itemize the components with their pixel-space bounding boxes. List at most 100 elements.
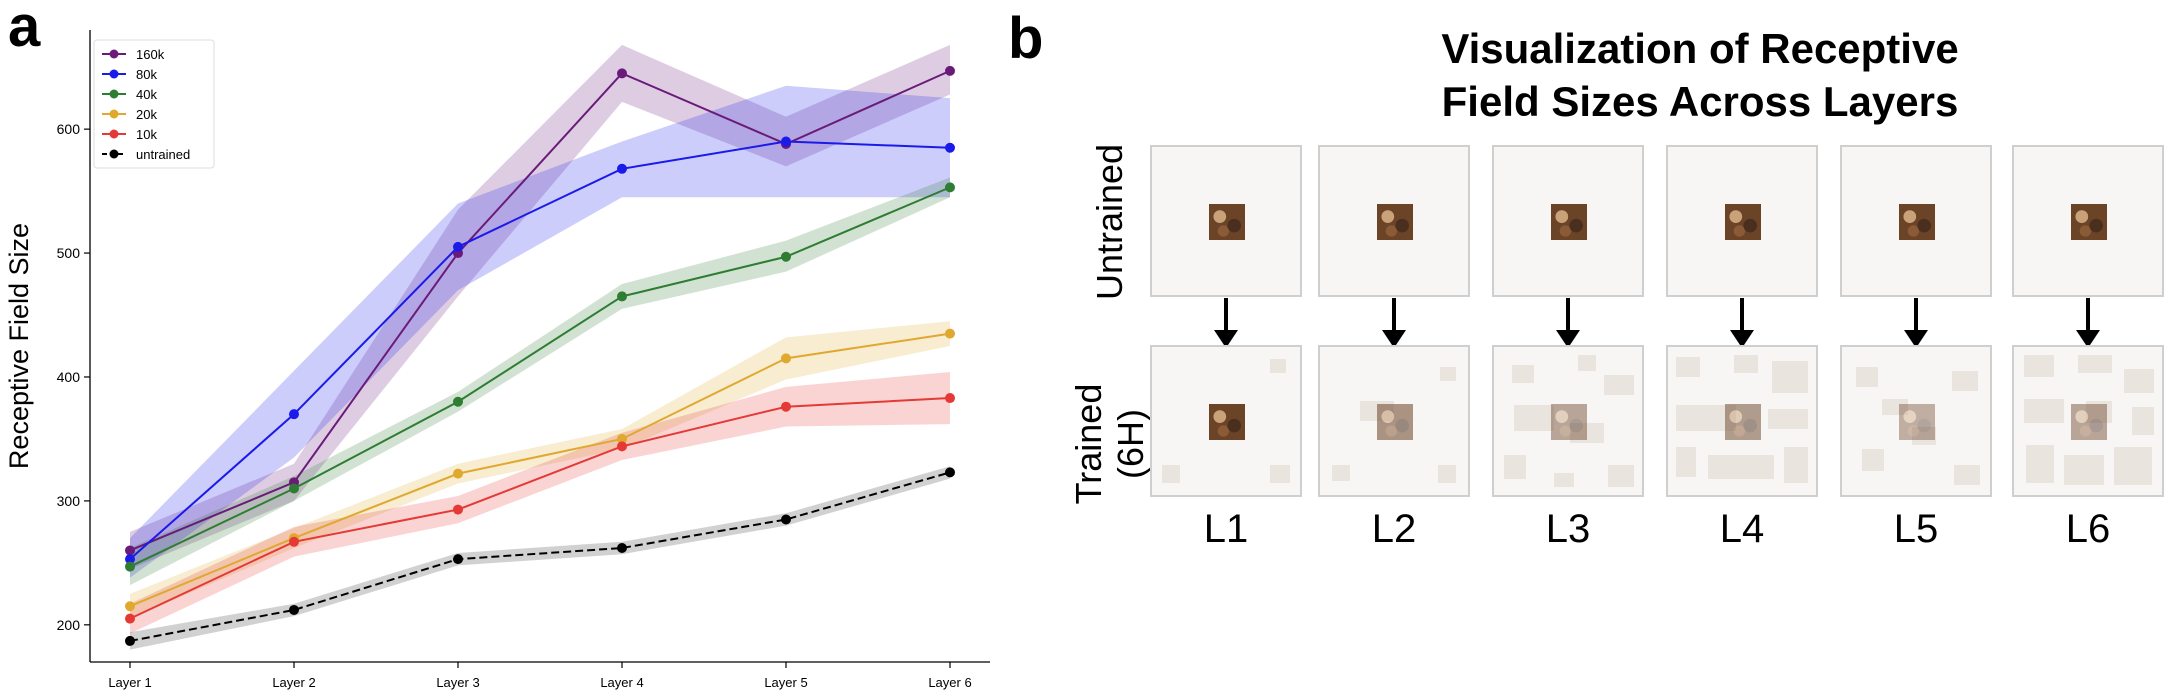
y-tick-label: 500 bbox=[57, 245, 81, 261]
panel-label-b: b bbox=[1008, 6, 1044, 71]
data-point-untrained bbox=[125, 635, 135, 646]
visualization-title-line1: Visualization of Receptive bbox=[1441, 25, 1959, 72]
row-label-trained-line2: (6H) bbox=[1110, 409, 1151, 479]
ghost-patch bbox=[1512, 365, 1534, 383]
legend-label-40k: 40k bbox=[136, 87, 157, 102]
ghost-patch bbox=[1604, 375, 1634, 395]
ghost-patch bbox=[1676, 447, 1696, 477]
ghost-patch bbox=[1784, 447, 1808, 483]
receptive-patch bbox=[1377, 404, 1413, 440]
ghost-patch bbox=[1270, 359, 1286, 373]
ghost-patch bbox=[2132, 407, 2154, 435]
data-point-40k bbox=[453, 396, 463, 407]
data-point-untrained bbox=[781, 514, 791, 525]
ghost-patch bbox=[1862, 449, 1884, 471]
x-tick-label: Layer 4 bbox=[600, 675, 643, 690]
receptive-patch bbox=[1209, 404, 1245, 440]
ghost-patch bbox=[1578, 355, 1596, 371]
data-point-80k bbox=[289, 409, 299, 420]
ghost-patch bbox=[1912, 427, 1936, 445]
ghost-patch bbox=[1570, 423, 1604, 443]
down-arrow-icon bbox=[1556, 298, 1580, 348]
band-160k bbox=[130, 44, 950, 570]
ghost-patch bbox=[1332, 465, 1350, 481]
ghost-patch bbox=[1504, 455, 1526, 479]
legend-box bbox=[93, 39, 215, 169]
series-line-10k bbox=[129, 397, 951, 620]
legend-label-80k: 80k bbox=[136, 67, 157, 82]
receptive-patch bbox=[1377, 204, 1413, 240]
visualization-title-line2: Field Sizes Across Layers bbox=[1441, 78, 1959, 125]
ghost-patch bbox=[1954, 465, 1980, 485]
data-point-40k bbox=[617, 291, 627, 302]
ghost-patch bbox=[1882, 399, 1908, 415]
data-point-untrained bbox=[289, 604, 299, 615]
layer-label-L3: L3 bbox=[1545, 507, 1591, 551]
row-label-trained: Trained (6H) bbox=[1068, 364, 1152, 524]
x-tick-label: Layer 1 bbox=[108, 675, 151, 690]
data-point-untrained bbox=[453, 554, 463, 565]
data-point-10k bbox=[289, 536, 299, 547]
trained-tile-L3 bbox=[1492, 345, 1644, 497]
receptive-field-line-chart: 200 300 400 500 600 Layer 1 Layer 2 Layer 3 Laye… bbox=[4, 30, 990, 690]
trained-tile-L6 bbox=[2012, 345, 2164, 497]
data-point-160k bbox=[945, 65, 955, 76]
ghost-patch bbox=[2026, 445, 2054, 483]
receptive-patch bbox=[1551, 404, 1587, 440]
data-point-40k bbox=[125, 561, 135, 572]
ghost-patch bbox=[2086, 401, 2112, 423]
ghost-patch bbox=[1438, 465, 1456, 483]
ghost-patch bbox=[1708, 455, 1774, 479]
series-line-40k bbox=[129, 186, 951, 568]
data-point-80k bbox=[781, 136, 791, 147]
untrained-tile-L2 bbox=[1318, 145, 1470, 297]
series-line-untrained bbox=[129, 471, 951, 642]
down-arrow-icon bbox=[2076, 298, 2100, 348]
legend-label-20k: 20k bbox=[136, 107, 157, 122]
legend-marker-160k bbox=[109, 49, 119, 59]
band-20k bbox=[130, 321, 950, 619]
receptive-patch bbox=[2071, 204, 2107, 240]
ghost-patch bbox=[2078, 355, 2112, 373]
data-point-40k bbox=[289, 483, 299, 494]
ghost-patch bbox=[1768, 409, 1808, 429]
legend-label-160k: 160k bbox=[136, 47, 165, 62]
data-point-20k bbox=[453, 468, 463, 479]
x-tick-label: Layer 5 bbox=[764, 675, 807, 690]
data-point-10k bbox=[945, 393, 955, 404]
data-point-40k bbox=[781, 251, 791, 262]
receptive-patch bbox=[1551, 204, 1587, 240]
ghost-patch bbox=[2024, 399, 2064, 423]
untrained-tile-L1 bbox=[1150, 145, 1302, 297]
ghost-patch bbox=[1734, 355, 1758, 373]
y-tick-label: 200 bbox=[57, 617, 81, 633]
band-untrained bbox=[130, 466, 950, 650]
ghost-patch bbox=[2024, 355, 2054, 377]
data-point-40k bbox=[945, 182, 955, 193]
series-line-80k bbox=[129, 140, 951, 560]
legend-marker-80k bbox=[109, 69, 119, 79]
receptive-patch bbox=[1725, 404, 1761, 440]
ghost-patch bbox=[1554, 473, 1574, 487]
ghost-patch bbox=[1162, 465, 1180, 483]
data-point-untrained bbox=[617, 542, 627, 553]
y-tick-label: 400 bbox=[57, 369, 81, 385]
band-40k bbox=[130, 177, 950, 586]
down-arrow-icon bbox=[1730, 298, 1754, 348]
data-point-10k bbox=[453, 504, 463, 515]
data-point-80k bbox=[617, 163, 627, 174]
data-point-20k bbox=[125, 601, 135, 612]
receptive-patch bbox=[2071, 404, 2107, 440]
row-label-untrained: Untrained bbox=[1089, 143, 1130, 301]
legend-marker-20k bbox=[109, 109, 119, 119]
layer-label-L2: L2 bbox=[1371, 507, 1417, 551]
ghost-patch bbox=[1772, 361, 1808, 393]
data-point-160k bbox=[617, 68, 627, 79]
down-arrow-icon bbox=[1214, 298, 1238, 348]
data-point-10k bbox=[781, 401, 791, 412]
y-tick-label: 600 bbox=[57, 121, 81, 137]
data-point-10k bbox=[617, 441, 627, 452]
ghost-patch bbox=[1440, 367, 1456, 381]
x-tick-label: Layer 2 bbox=[272, 675, 315, 690]
legend-marker-10k bbox=[109, 129, 119, 139]
